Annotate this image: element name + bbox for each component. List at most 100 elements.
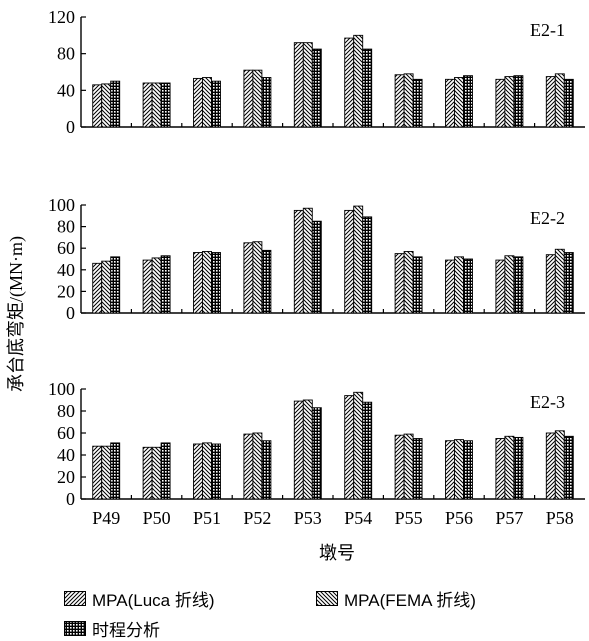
bar-luca-p51: [193, 252, 203, 314]
bar-fema-p58: [554, 73, 565, 128]
bar-time-history-p55: [412, 438, 423, 500]
bar-time-history-p51: [211, 252, 221, 314]
x-tick-label-p49: P49: [92, 508, 120, 528]
y-tick-label: 60: [57, 423, 75, 443]
x-tick-label-p56: P56: [445, 508, 473, 528]
x-tick-label-p50: P50: [143, 508, 171, 528]
legend-label-fema: MPA(FEMA 折线): [344, 591, 476, 610]
bar-fema-p52: [252, 69, 263, 128]
bar-time-history-p56: [463, 75, 473, 128]
bar-time-history-p58: [563, 435, 574, 500]
y-tick-label: 120: [48, 7, 75, 27]
x-tick-label-p55: P55: [395, 508, 423, 528]
x-tick-label-p52: P52: [243, 508, 271, 528]
bar-fema-p55: [403, 433, 414, 500]
bar-luca-p55: [394, 253, 405, 314]
bar-fema-p52: [252, 241, 263, 314]
bar-time-history-p51: [211, 443, 221, 500]
bar-time-history-p58: [563, 252, 574, 314]
y-tick-label: 20: [57, 281, 75, 301]
bar-fema-p49: [101, 260, 112, 314]
bar-luca-p49: [92, 84, 103, 128]
bar-luca-p56: [445, 440, 455, 500]
bar-fema-p57: [504, 76, 515, 128]
bar-fema-p50: [151, 82, 162, 128]
bar-luca-p54: [344, 37, 355, 128]
bar-time-history-p54: [362, 216, 373, 314]
bar-fema-p58: [554, 248, 565, 314]
legend-item-fema: MPA(FEMA 折线): [316, 586, 476, 611]
bar-luca-p52: [243, 433, 254, 500]
y-tick-label: 40: [57, 260, 75, 280]
bar-fema-p55: [403, 250, 414, 314]
bar-time-history-p50: [160, 82, 171, 128]
bar-time-history-p52: [261, 249, 272, 314]
bar-time-history-p57: [513, 256, 524, 314]
y-tick-label: 20: [57, 467, 75, 487]
bar-luca-p52: [243, 242, 254, 314]
x-tick-label-p53: P53: [294, 508, 322, 528]
y-tick-label: 100: [48, 379, 75, 399]
y-axis-title: 承台底弯矩/(MN·m): [6, 236, 27, 392]
y-tick-label: 40: [57, 80, 75, 100]
bar-time-history-p52: [261, 440, 272, 500]
bar-luca-p57: [495, 78, 506, 128]
bar-luca-p51: [193, 443, 203, 500]
bar-time-history-p55: [412, 78, 423, 128]
legend-swatch-time-history: [64, 621, 86, 636]
bar-fema-p57: [504, 255, 515, 314]
y-tick-label: 60: [57, 238, 75, 258]
bar-time-history-p49: [110, 80, 121, 128]
bar-fema-p54: [353, 205, 364, 314]
y-tick-label: 40: [57, 445, 75, 465]
bar-time-history-p53: [311, 407, 322, 500]
bar-fema-p52: [252, 432, 263, 500]
legend-item-luca: MPA(Luca 折线): [64, 586, 215, 611]
bar-luca-p53: [293, 400, 304, 500]
bar-luca-p50: [142, 82, 153, 128]
bar-fema-p51: [202, 442, 212, 500]
bar-fema-p53: [302, 42, 313, 128]
panel-label: E2-2: [530, 208, 565, 228]
bar-time-history-p51: [211, 80, 221, 128]
legend-label-luca: MPA(Luca 折线): [92, 591, 215, 610]
chart-legend: MPA(Luca 折线) MPA(FEMA 折线) 时程分析: [64, 586, 584, 641]
bar-fema-p54: [353, 34, 364, 128]
bar-luca-p54: [344, 395, 355, 500]
y-tick-label: 0: [66, 117, 75, 137]
x-tick-label-p51: P51: [193, 508, 221, 528]
bar-fema-p49: [101, 83, 112, 128]
y-tick-label: 80: [57, 44, 75, 64]
bar-time-history-p50: [160, 255, 171, 314]
bar-time-history-p57: [513, 75, 524, 128]
bar-fema-p54: [353, 391, 364, 500]
legend-swatch-fema: [316, 591, 338, 606]
bar-time-history-p49: [110, 256, 121, 314]
bar-time-history-p54: [362, 48, 373, 128]
legend-item-time-history: 时程分析: [64, 616, 160, 641]
bar-time-history-p56: [463, 258, 473, 314]
y-tick-label: 80: [57, 217, 75, 237]
bar-luca-p57: [495, 259, 506, 314]
bar-time-history-p58: [563, 78, 574, 128]
bar-luca-p53: [293, 42, 304, 128]
bar-luca-p55: [394, 434, 405, 500]
panel-label: E2-1: [530, 20, 565, 40]
x-axis-title: 墩号: [319, 543, 355, 563]
bar-fema-p53: [302, 207, 313, 314]
legend-label-time-history: 时程分析: [92, 621, 160, 640]
x-tick-label-p54: P54: [344, 508, 372, 528]
y-tick-label: 0: [66, 489, 75, 509]
bar-fema-p53: [302, 399, 313, 500]
bar-fema-p51: [202, 250, 212, 314]
bar-fema-p51: [202, 77, 212, 128]
bar-fema-p50: [151, 257, 162, 314]
bar-time-history-p55: [412, 256, 423, 314]
chart-panels: 04080120E2-1020406080100E2-2020406080100…: [48, 7, 585, 528]
bar-time-history-p56: [463, 440, 473, 500]
bar-luca-p55: [394, 74, 405, 128]
panel-e2-1: 0 40 80 120 E2-1: [48, 7, 585, 137]
bar-luca-p56: [445, 259, 455, 314]
